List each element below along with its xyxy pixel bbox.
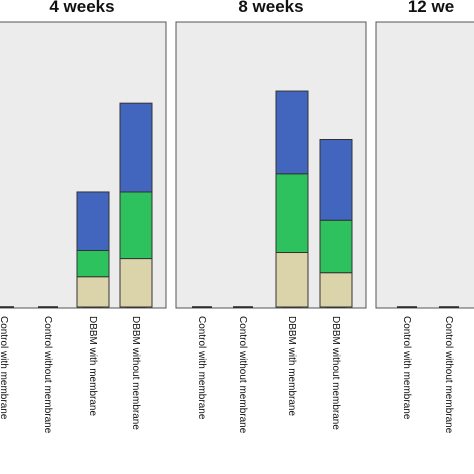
bar-segment: [319, 138, 353, 221]
bar-segment: [76, 276, 110, 308]
bar-segment: [119, 191, 153, 260]
category-label: DBBM with membrane: [87, 316, 98, 416]
bar-segment: [275, 173, 309, 254]
category-label: DBBM without membrane: [130, 316, 141, 430]
category-label: Control with membrane: [401, 316, 412, 420]
panel-title: 8 weeks: [238, 0, 303, 16]
bar-segment: [76, 191, 110, 251]
panel-frame: [375, 21, 474, 309]
bar-segment: [275, 252, 309, 308]
category-label: Control without membrane: [42, 316, 53, 434]
category-label: Control without membrane: [443, 316, 454, 434]
panel-title: 4 weeks: [49, 0, 114, 16]
bar-segment: [275, 90, 309, 175]
panel-title: 12 we: [408, 0, 454, 16]
bar-segment: [119, 258, 153, 308]
category-label: Control without membrane: [237, 316, 248, 434]
category-label: Control with membrane: [0, 316, 9, 420]
category-label: Control with membrane: [196, 316, 207, 420]
bar-segment: [76, 249, 110, 278]
category-label: DBBM without membrane: [330, 316, 341, 430]
category-label: DBBM with membrane: [286, 316, 297, 416]
bar-segment: [319, 219, 353, 274]
bar-segment: [119, 102, 153, 193]
bar-segment: [319, 272, 353, 308]
